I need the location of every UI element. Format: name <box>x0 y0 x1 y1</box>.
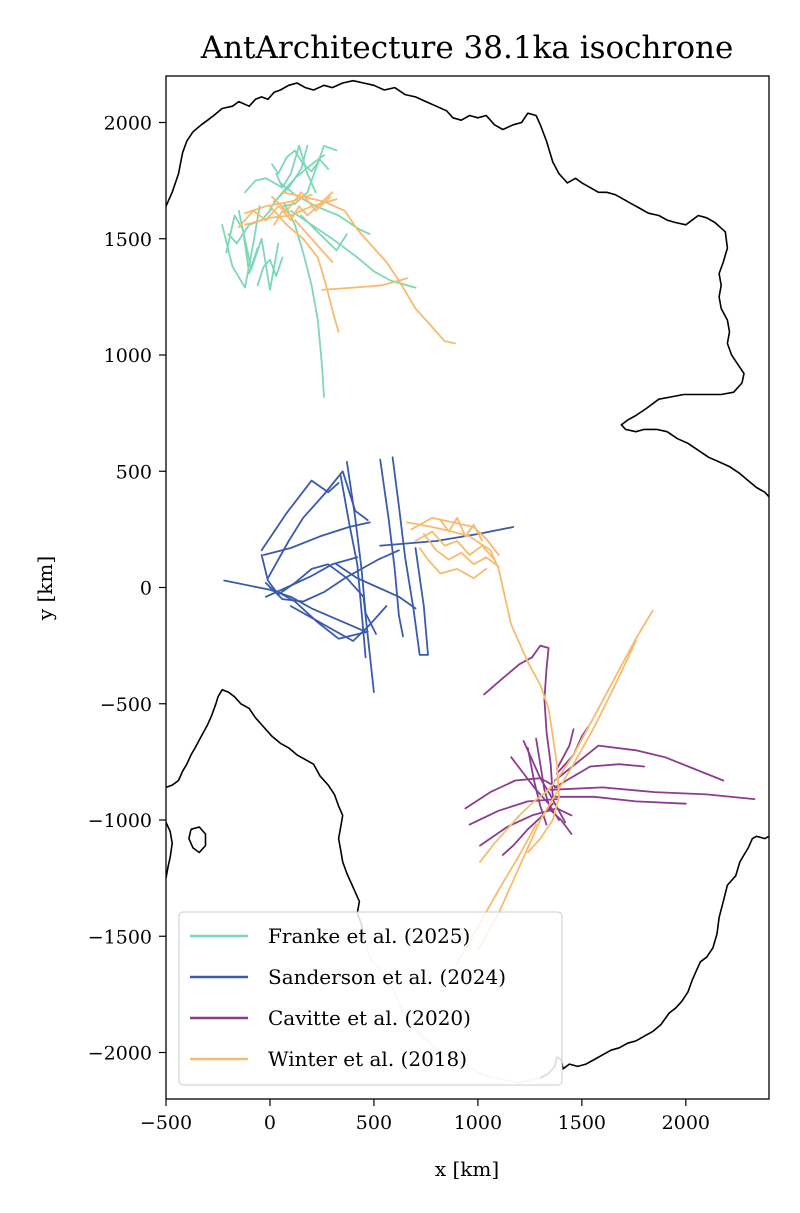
series-3-track-5 <box>271 191 332 212</box>
series-3-track-16 <box>476 640 637 952</box>
series-2-track-12 <box>553 744 725 782</box>
series-1 <box>223 456 515 693</box>
series-2-track-3 <box>468 798 558 826</box>
legend-label-1: Sanderson et al. (2024) <box>268 965 506 989</box>
series-1-track-5 <box>269 586 369 640</box>
x-axis-label: x [km] <box>435 1157 499 1181</box>
series-2-track-11 <box>553 763 646 789</box>
series-0-track-12 <box>279 181 371 236</box>
series-1-track-10 <box>391 456 429 656</box>
series-3-track-15 <box>479 609 654 863</box>
series-3 <box>237 191 654 965</box>
y-axis-label: y [km] <box>33 556 57 621</box>
coastline-east <box>166 79 769 498</box>
y-tick-label: 1500 <box>104 229 152 251</box>
y-tick-label: 0 <box>140 578 152 600</box>
series-1-track-2 <box>264 556 359 598</box>
y-tick-label: −2000 <box>88 1043 152 1065</box>
series-1-track-11 <box>379 526 515 547</box>
series-0-track-11 <box>300 214 348 252</box>
series-3-track-3 <box>273 191 334 226</box>
series-0-track-14 <box>256 256 284 287</box>
y-axis: −2000 −1500 −1000 −500 0 500 1000 1500 2000 <box>88 113 166 1065</box>
y-tick-label: −1500 <box>88 926 152 948</box>
legend-label-3: Winter et al. (2018) <box>268 1047 467 1071</box>
series-2-track-2 <box>464 777 558 810</box>
series-2-track-10 <box>551 795 687 805</box>
coastline-west <box>166 688 365 937</box>
legend: Franke et al. (2025) Sanderson et al. (20… <box>178 911 563 1086</box>
coastline-island <box>188 826 207 854</box>
series-3-track-8 <box>320 277 409 291</box>
series-2-track-9 <box>549 786 756 800</box>
series-3-track-10 <box>410 516 500 556</box>
series-3-track-13 <box>439 516 484 542</box>
series-1-track-14 <box>289 605 388 642</box>
chart-title: AntArchitecture 38.1ka isochrone <box>200 30 734 66</box>
series-0-track-2 <box>237 209 280 291</box>
series-1-track-9 <box>379 458 404 638</box>
series-1-track-7 <box>339 474 367 659</box>
series-0-track-13 <box>273 144 309 203</box>
series-3-track-6 <box>293 219 334 263</box>
x-axis: −500 0 500 1000 1500 2000 <box>140 1099 710 1134</box>
y-tick-label: −500 <box>100 694 152 716</box>
series-1-track-4 <box>266 470 369 580</box>
series-2-track-4 <box>479 807 573 847</box>
series-0-track-4 <box>227 207 273 245</box>
y-tick-label: 2000 <box>104 113 152 135</box>
series-2-track-8 <box>535 737 552 812</box>
legend-label-2: Cavitte et al. (2020) <box>268 1006 471 1030</box>
series-3-track-11 <box>414 530 496 561</box>
series-1-track-0 <box>223 579 367 633</box>
x-tick-label: 2000 <box>662 1112 710 1134</box>
coastline-west-shelf <box>166 821 173 879</box>
series-2-track-14 <box>556 728 575 770</box>
series-3-track-14 <box>422 533 500 568</box>
x-tick-label: 500 <box>356 1112 392 1134</box>
series-2-track-16 <box>547 807 573 835</box>
series-3-track-2 <box>269 205 340 333</box>
x-tick-label: 1500 <box>558 1112 606 1134</box>
series-3-track-9 <box>406 521 560 854</box>
series-0-track-7 <box>275 144 317 194</box>
series-1-track-3 <box>260 479 340 552</box>
series-1-track-12 <box>335 563 417 610</box>
y-tick-label: 1000 <box>104 345 152 367</box>
x-tick-label: 0 <box>264 1112 276 1134</box>
series-3-track-7 <box>237 205 292 229</box>
series-0-track-8 <box>283 202 325 398</box>
y-tick-label: −1000 <box>88 810 152 832</box>
coastline-southeast <box>539 835 769 1079</box>
series-1-track-13 <box>264 549 400 603</box>
series-3-track-4 <box>281 191 456 345</box>
y-tick-label: 500 <box>116 461 152 483</box>
series-0-track-3 <box>244 177 284 194</box>
series-0 <box>221 144 417 398</box>
series-layer <box>221 144 756 965</box>
series-3-track-12 <box>418 547 488 580</box>
legend-box <box>178 911 563 1086</box>
legend-label-0: Franke et al. (2025) <box>268 924 470 948</box>
x-tick-label: 1000 <box>454 1112 502 1134</box>
series-1-track-6 <box>260 554 375 693</box>
plot-area <box>166 79 769 1084</box>
series-2-track-0 <box>483 656 533 696</box>
x-tick-label: −500 <box>140 1112 192 1134</box>
series-2-track-1 <box>531 644 554 798</box>
series-0-track-0 <box>221 205 261 289</box>
